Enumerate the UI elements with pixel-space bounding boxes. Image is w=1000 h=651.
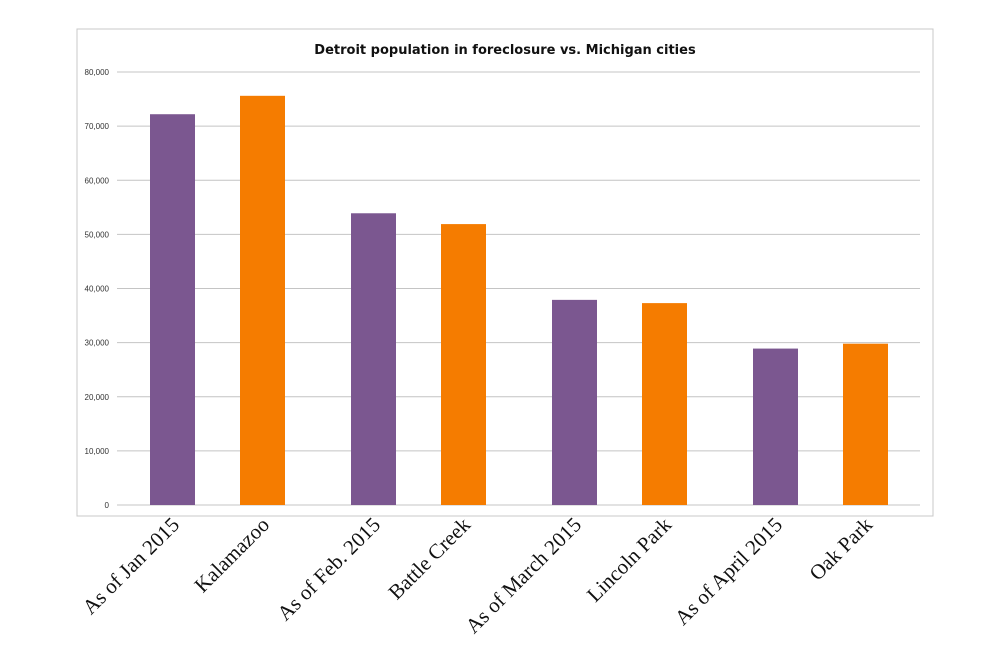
- y-tick-label: 60,000: [85, 176, 110, 185]
- x-tick-label: Kalamazoo: [189, 513, 274, 598]
- x-tick-label: Lincoln Park: [582, 512, 676, 606]
- x-tick-label: As of March 2015: [461, 513, 586, 638]
- chart-frame: [76, 28, 934, 517]
- bar-as-of-jan-2015: [150, 114, 195, 505]
- bar-as-of-april-2015: [753, 348, 798, 505]
- bar-lincoln-park: [642, 303, 687, 505]
- y-tick-label: 50,000: [85, 230, 110, 239]
- x-tick-label: As of April 2015: [670, 513, 787, 630]
- y-tick-label: 0: [105, 501, 110, 510]
- bar-kalamazoo: [240, 95, 285, 505]
- y-tick-label: 30,000: [85, 339, 110, 348]
- bar-as-of-march-2015: [552, 299, 597, 505]
- x-tick-label: As of Jan 2015: [78, 513, 184, 619]
- bars: [150, 95, 888, 506]
- bar-oak-park: [843, 343, 888, 505]
- bar-as-of-feb-2015: [351, 213, 396, 506]
- y-tick-label: 80,000: [85, 68, 110, 77]
- bar-battle-creek: [441, 224, 486, 505]
- y-axis-ticks: 0 10,000 20,000 30,000 40,000 50,000 60,000 70,…: [85, 68, 110, 510]
- y-tick-label: 10,000: [85, 447, 110, 456]
- x-tick-label: Oak Park: [804, 512, 877, 585]
- y-tick-label: 40,000: [85, 285, 110, 294]
- chart-title: Detroit population in foreclosure vs. Mi…: [314, 43, 696, 58]
- y-tick-label: 20,000: [85, 393, 110, 402]
- x-tick-label: Battle Creek: [383, 512, 475, 604]
- x-tick-label: As of Feb. 2015: [272, 513, 385, 626]
- y-tick-label: 70,000: [85, 122, 110, 131]
